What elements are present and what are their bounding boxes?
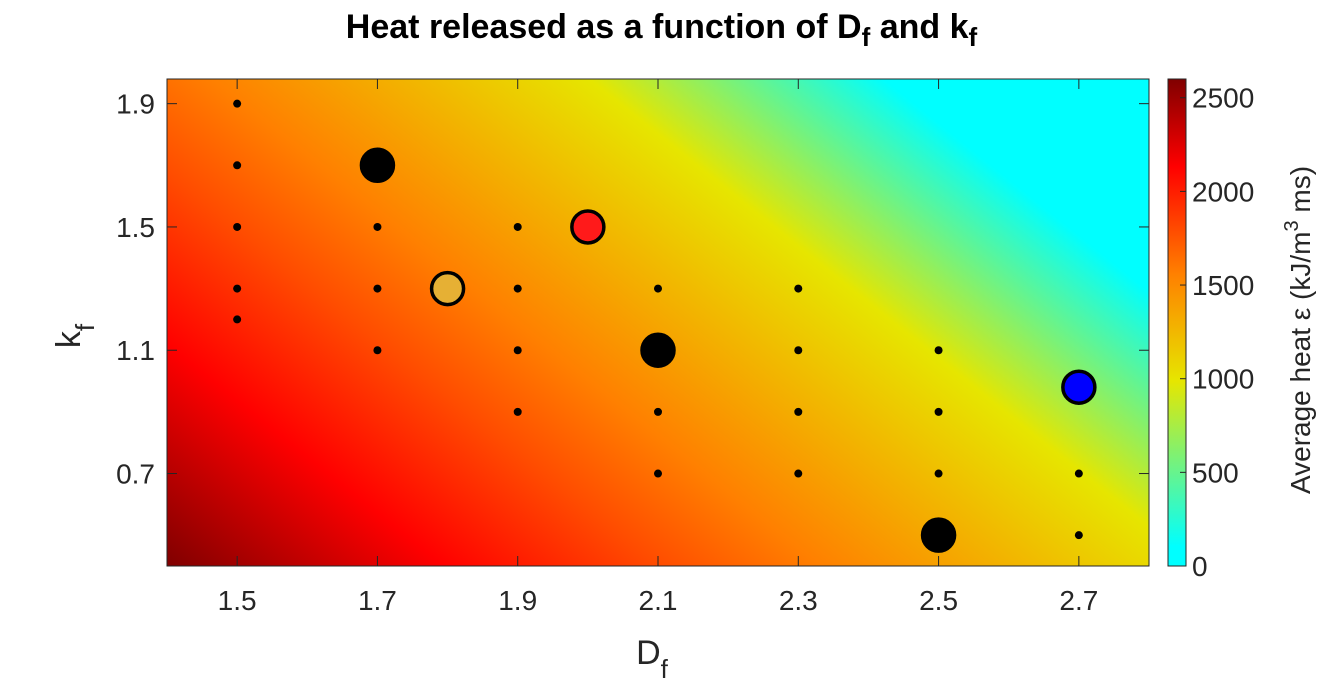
colorbar-tick-label: 1000 (1192, 364, 1254, 395)
small-data-point (1074, 469, 1083, 478)
small-data-point (513, 222, 522, 231)
colorbar-label: Average heat ε (kJ/m3 ms) (1281, 166, 1316, 494)
colorbar-tick-label: 2000 (1192, 176, 1254, 207)
small-data-point (934, 346, 943, 355)
small-data-point (794, 284, 803, 293)
x-axis-ticks: 1.5 1.7 1.9 2.1 2.3 2.5 2.7 (218, 79, 1098, 616)
large-data-point (1061, 369, 1097, 405)
colorbar-tick-label: 500 (1192, 457, 1239, 488)
colorbar-frame (1167, 78, 1187, 567)
small-data-point (654, 407, 662, 416)
small-data-point (373, 284, 382, 293)
x-tick-label: 2.1 (639, 585, 678, 616)
y-axis-label: kf (50, 323, 100, 348)
x-tick-label: 1.9 (498, 585, 537, 616)
small-data-point (1074, 531, 1083, 540)
colorbar: 0 500 1000 1500 2000 2500 (1167, 78, 1254, 582)
small-data-point (373, 346, 382, 355)
colorbar-gradient (1168, 79, 1186, 566)
large-data-point (570, 209, 606, 245)
y-tick-label: 0.7 (116, 459, 155, 490)
y-axis-ticks: 0.7 1.1 1.5 1.9 (116, 89, 1149, 490)
y-tick-label: 1.1 (116, 335, 155, 366)
colorbar-tick-label: 2500 (1192, 83, 1254, 114)
x-tick-label: 2.3 (779, 585, 818, 616)
small-data-point (934, 469, 943, 478)
y-tick-label: 1.5 (116, 212, 155, 243)
small-data-point (934, 407, 943, 416)
small-data-point (794, 469, 803, 478)
large-data-point (640, 332, 676, 368)
chart-title: Heat released as a function of Df and kf (345, 8, 978, 52)
x-tick-label: 2.7 (1059, 585, 1098, 616)
x-axis-label: Df (636, 634, 669, 684)
colorbar-tick-label: 1500 (1192, 270, 1254, 301)
small-data-point (654, 284, 662, 293)
plot-area (166, 78, 1150, 567)
small-data-point (373, 222, 382, 231)
small-data-point (794, 407, 803, 416)
x-tick-label: 2.5 (919, 585, 958, 616)
large-data-point (359, 147, 396, 184)
data-points (233, 99, 1097, 553)
small-data-point (794, 346, 803, 355)
small-data-point (233, 284, 242, 293)
large-data-point (920, 517, 957, 553)
x-tick-label: 1.5 (218, 585, 257, 616)
heatmap-surface (167, 79, 1149, 566)
small-data-point (513, 346, 522, 355)
colorbar-tick-label: 0 (1192, 551, 1208, 582)
small-data-point (233, 222, 242, 231)
x-tick-label: 1.7 (358, 585, 397, 616)
large-data-point (429, 270, 466, 307)
small-data-point (513, 284, 522, 293)
small-data-point (233, 315, 242, 324)
small-data-point (233, 161, 242, 170)
y-tick-label: 1.9 (116, 89, 155, 120)
small-data-point (233, 99, 242, 108)
small-data-point (654, 469, 662, 478)
small-data-point (513, 407, 522, 416)
